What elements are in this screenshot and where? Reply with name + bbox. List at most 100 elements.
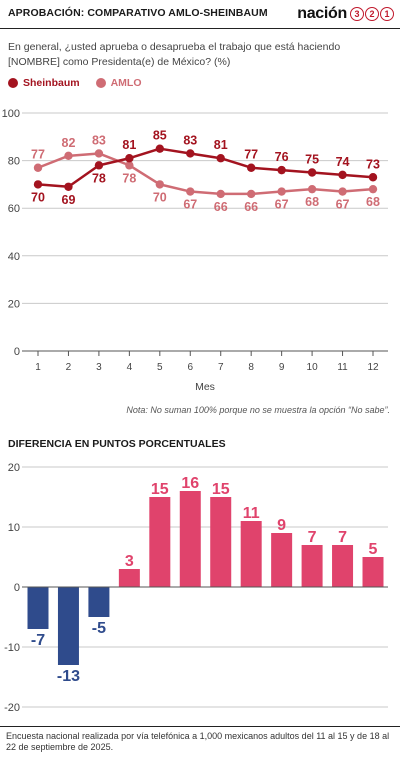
bar-12 <box>362 557 384 587</box>
data-label-amlo: 66 <box>244 200 258 214</box>
y-tick-label: 60 <box>8 203 20 215</box>
legend-label-sheinbaum: Sheinbaum <box>23 77 80 89</box>
header: APROBACIÓN: COMPARATIVO AMLO-SHEINBAUM n… <box>0 0 400 28</box>
bar-value-label: 15 <box>151 481 169 498</box>
x-tick-label: 4 <box>127 362 133 373</box>
data-label-amlo: 67 <box>336 198 350 212</box>
x-tick-label: 2 <box>66 362 72 373</box>
data-point-sheinbaum <box>338 170 347 180</box>
bar-value-label: 7 <box>338 529 347 546</box>
bar-value-label: 5 <box>369 541 378 558</box>
x-tick-label: 10 <box>307 362 319 373</box>
data-point-amlo <box>64 151 73 161</box>
y-tick-label: -20 <box>4 702 20 714</box>
brand-name: nación <box>297 5 347 22</box>
bar-value-label: 7 <box>308 529 317 546</box>
footer-source: Encuesta nacional realizada por vía tele… <box>6 731 390 752</box>
data-label-sheinbaum: 85 <box>153 129 167 143</box>
data-label-sheinbaum: 73 <box>366 157 380 171</box>
bar-value-label: 15 <box>212 481 230 498</box>
bar-9 <box>271 533 293 587</box>
data-point-sheinbaum <box>277 165 286 175</box>
brand-digit: 2 <box>365 7 379 21</box>
brand-digit: 3 <box>350 7 364 21</box>
series-line-amlo <box>37 152 374 196</box>
y-tick-label: 100 <box>2 108 20 120</box>
bar-8 <box>240 521 262 587</box>
data-label-sheinbaum: 81 <box>122 138 136 152</box>
data-label-sheinbaum: 83 <box>183 133 197 147</box>
bar-1 <box>27 587 49 629</box>
data-label-amlo: 68 <box>305 195 319 209</box>
data-label-amlo: 78 <box>122 171 136 185</box>
data-label-sheinbaum: 77 <box>244 148 258 162</box>
bar-value-label: 9 <box>277 517 286 534</box>
data-point-amlo <box>338 187 347 196</box>
y-tick-label: 80 <box>8 156 20 168</box>
data-label-amlo: 67 <box>275 198 289 212</box>
data-label-amlo: 68 <box>366 195 380 209</box>
data-label-sheinbaum: 75 <box>305 153 319 167</box>
data-point-amlo <box>216 189 225 199</box>
series-line-sheinbaum <box>37 147 374 189</box>
x-tick-label: 3 <box>96 362 102 373</box>
data-label-sheinbaum: 70 <box>31 190 45 204</box>
legend-marker-sheinbaum <box>8 78 18 88</box>
y-tick-label: 20 <box>8 298 20 310</box>
legend-item-amlo: AMLO <box>95 77 142 89</box>
data-point-sheinbaum <box>186 149 195 158</box>
bar-6 <box>179 491 201 587</box>
data-point-amlo <box>155 180 165 189</box>
y-tick-label: -10 <box>4 642 20 654</box>
data-point-amlo <box>125 161 134 170</box>
legend-marker-amlo <box>95 78 106 88</box>
data-point-amlo <box>33 163 43 172</box>
y-tick-label: 0 <box>14 582 20 594</box>
chart-note: Nota: No suman 100% porque no se muestra… <box>126 405 390 415</box>
x-axis-label: Mes <box>195 381 215 393</box>
data-point-sheinbaum <box>155 144 165 153</box>
data-label-sheinbaum: 69 <box>62 193 76 207</box>
bar-value-label: -7 <box>31 632 45 649</box>
bar-4 <box>118 569 140 587</box>
data-point-amlo <box>307 184 317 194</box>
data-label-sheinbaum: 81 <box>214 138 228 152</box>
y-tick-label: 40 <box>8 251 20 263</box>
data-point-sheinbaum <box>307 168 317 177</box>
bar-11 <box>332 545 354 587</box>
bar-10 <box>301 545 323 587</box>
x-tick-label: 9 <box>279 362 285 373</box>
bar-value-label: -13 <box>57 668 80 685</box>
y-tick-label: 20 <box>8 462 20 474</box>
data-label-amlo: 70 <box>153 190 167 204</box>
data-label-amlo: 67 <box>183 198 197 212</box>
x-tick-label: 7 <box>218 362 224 373</box>
data-label-sheinbaum: 76 <box>275 150 289 164</box>
bar-value-label: 3 <box>125 553 134 570</box>
data-label-amlo: 82 <box>62 136 76 150</box>
y-tick-label: 10 <box>8 522 20 534</box>
bar-2 <box>57 587 79 665</box>
data-label-amlo: 77 <box>31 148 45 162</box>
bar-value-label: -5 <box>92 620 106 637</box>
bar-value-label: 11 <box>243 505 260 522</box>
data-label-amlo: 66 <box>214 200 228 214</box>
bar-5 <box>149 497 171 587</box>
data-point-amlo <box>94 149 104 158</box>
x-tick-label: 5 <box>157 362 163 373</box>
y-tick-label: 0 <box>14 346 20 358</box>
data-label-sheinbaum: 74 <box>336 155 350 169</box>
x-tick-label: 1 <box>35 362 41 373</box>
data-point-amlo <box>246 189 256 199</box>
line-chart-legend: Sheinbaum AMLO <box>8 77 158 89</box>
header-divider <box>0 28 400 29</box>
bar-value-label: 16 <box>181 475 199 492</box>
data-point-sheinbaum <box>94 161 104 170</box>
data-point-amlo <box>186 187 195 196</box>
data-point-sheinbaum <box>33 180 43 189</box>
difference-bar-chart: -20 -10 0 10 20 -7 -13 -5 3 15 16 15 11 9 7 7 5 <box>4 462 388 714</box>
brand-logo: nación 3 2 1 <box>297 3 394 25</box>
page-title: APROBACIÓN: COMPARATIVO AMLO-SHEINBAUM <box>8 7 268 19</box>
brand-digit: 1 <box>380 7 394 21</box>
data-label-sheinbaum: 78 <box>92 171 106 185</box>
